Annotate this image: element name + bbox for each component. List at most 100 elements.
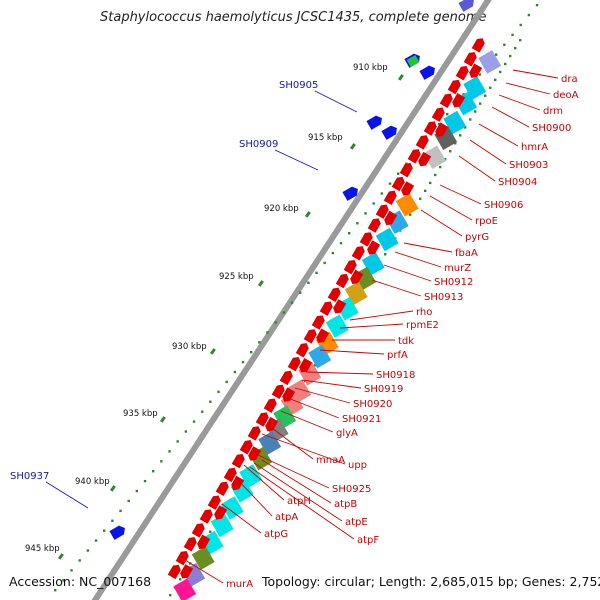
leader-line: [257, 454, 330, 489]
gene-label: SH0900: [532, 123, 571, 134]
topology-summary: Topology: circular; Length: 2,685,015 bp…: [262, 574, 600, 589]
gene-arrow: [248, 446, 262, 461]
tick-dot: [511, 33, 514, 37]
tick-dot: [388, 182, 392, 185]
gc-dot: [314, 364, 317, 367]
gene-arrow: [418, 151, 432, 167]
gc-dot: [519, 39, 522, 42]
gene-arrow: [239, 440, 253, 455]
leader-line: [253, 462, 343, 522]
leader-line: [314, 90, 358, 113]
leader-line: [371, 279, 422, 297]
gene-arrow: [319, 301, 333, 316]
tick-dot: [462, 93, 465, 96]
gene-label: SH0904: [498, 177, 537, 188]
gene-arrow: [175, 550, 189, 566]
gene-arrow: [447, 79, 461, 95]
gc-dot: [504, 62, 507, 66]
tick-dot: [535, 3, 539, 7]
leader-line: [458, 155, 496, 182]
gene-arrow: [335, 273, 349, 289]
gene-label: rho: [416, 307, 432, 318]
tick-dot: [225, 380, 228, 384]
kbp-tick: [210, 348, 216, 355]
gc-dot: [444, 157, 447, 161]
gene-label: rpmE2: [406, 320, 439, 331]
tick-dot: [184, 430, 188, 433]
gene-arrow: [311, 315, 325, 330]
gene-arrow: [343, 259, 357, 275]
kbp-label: 920 kbp: [264, 204, 299, 214]
leader-line: [429, 195, 473, 221]
tick-dot: [478, 73, 482, 76]
gene-arrow: [255, 412, 269, 427]
tick-dot: [192, 420, 196, 423]
map-title: Staphylococcus haemolyticus JCSC1435, co…: [100, 10, 487, 25]
leader-line: [249, 466, 355, 540]
tick-dot: [372, 202, 375, 205]
tick-dot: [274, 321, 277, 324]
gene-arrow: [265, 416, 279, 432]
tick-dot: [339, 241, 343, 245]
gene-label-blue: SH0909: [239, 139, 278, 150]
leader-line: [469, 139, 507, 165]
gc-dot: [439, 165, 442, 169]
cog-box: [173, 578, 197, 600]
kbp-label: 910 kbp: [353, 63, 388, 73]
leader-line: [498, 94, 541, 111]
gene-arrow: [180, 564, 194, 579]
gene-label: tdk: [398, 336, 414, 347]
gene-arrow: [327, 287, 341, 303]
leader-line: [243, 464, 285, 501]
gc-dot: [484, 94, 487, 97]
tick-dot: [62, 579, 65, 582]
genome-backbone: [91, 0, 492, 600]
cog-box: [191, 546, 215, 571]
gene-arrow: [463, 52, 477, 67]
gene-arrow: [351, 246, 365, 261]
gene-arrow: [287, 356, 301, 372]
tick-dot: [282, 311, 286, 314]
gc-dot: [449, 150, 452, 153]
gene-label: atpG: [264, 529, 288, 540]
tick-dot: [527, 13, 531, 17]
gene-arrow: [415, 135, 429, 150]
gene-arrow: [333, 299, 347, 314]
kbp-tick: [109, 485, 116, 492]
tick-dot: [86, 549, 90, 552]
gene-arrow: [452, 92, 466, 108]
gene-label: rpoE: [475, 216, 498, 227]
tick-dot: [266, 331, 269, 334]
gene-arrow: [469, 63, 483, 78]
gc-dot: [499, 70, 502, 74]
gene-label: SH0906: [484, 200, 523, 211]
leader-line: [349, 310, 414, 321]
gc-dot: [459, 134, 462, 137]
gene-label: upp: [348, 460, 367, 471]
gene-arrow: [247, 426, 261, 441]
accession-text: Accession: NC_007168: [9, 574, 152, 589]
gc-dot: [454, 142, 457, 145]
gene-label-blue: SH0905: [279, 80, 318, 91]
leader-line: [339, 323, 404, 329]
tick-dot: [315, 271, 318, 275]
gene-arrow: [263, 398, 277, 413]
tick-dot: [103, 529, 106, 532]
tick-dot: [397, 172, 400, 175]
blue-gene: [366, 115, 382, 130]
leader-line: [505, 82, 551, 95]
tick-dot: [217, 390, 220, 394]
gene-arrow: [223, 467, 237, 483]
gc-dot: [424, 189, 427, 193]
tick-dot: [437, 122, 441, 126]
kbp-label: 940 kbp: [75, 477, 110, 487]
leader-line: [319, 349, 385, 355]
gene-label: SH0921: [342, 414, 381, 425]
gene-arrow: [383, 190, 397, 206]
kbp-label: 945 kbp: [25, 544, 60, 554]
gc-dot: [209, 530, 212, 533]
gene-label: atpF: [357, 535, 379, 546]
gene-arrow: [431, 107, 445, 122]
cog-box: [375, 227, 399, 252]
